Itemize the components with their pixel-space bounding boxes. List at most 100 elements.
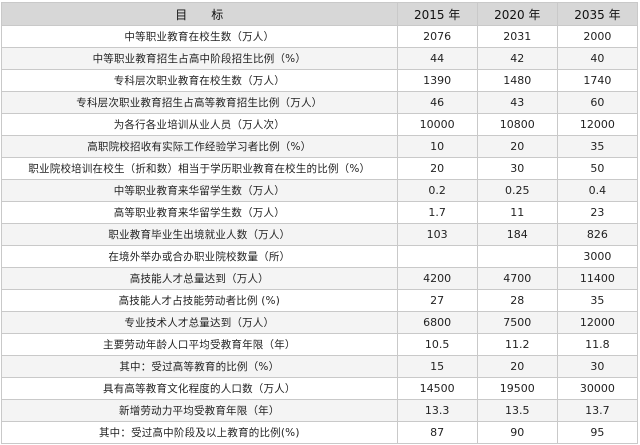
value-2015-cell: 1390 [396, 69, 478, 92]
value-2020-cell: 11.2 [476, 333, 558, 356]
value-2015-cell [396, 245, 478, 268]
table-row: 专科层次职业教育在校生数（万人） 1390 1480 1740 [1, 69, 639, 92]
value-2015-cell: 103 [396, 223, 478, 246]
target-cell: 中等职业教育来华留学生数（万人） [1, 179, 398, 202]
target-cell: 具有高等教育文化程度的人口数（万人） [1, 377, 398, 400]
value-2020-cell: 2031 [476, 25, 558, 48]
value-2015-cell: 10.5 [396, 333, 478, 356]
target-cell: 中等职业教育在校生数（万人） [1, 25, 398, 48]
target-cell: 专科层次职业教育招生占高等教育招生比例（万人） [1, 91, 398, 114]
table-row: 高技能人才总量达到（万人） 4200 4700 11400 [1, 267, 639, 290]
value-2020-cell: 42 [476, 47, 558, 70]
value-2020-cell [476, 245, 558, 268]
value-2020-cell: 28 [476, 289, 558, 312]
value-2015-cell: 6800 [396, 311, 478, 334]
value-2035-cell: 0.4 [556, 179, 639, 202]
value-2015-cell: 2076 [396, 25, 478, 48]
target-cell: 职业教育毕业生出境就业人数（万人） [1, 223, 398, 246]
value-2015-cell: 1.7 [396, 201, 478, 224]
header-target: 目 标 [1, 2, 398, 26]
value-2035-cell: 35 [556, 135, 639, 158]
value-2035-cell: 12000 [556, 113, 639, 136]
value-2015-cell: 15 [396, 355, 478, 378]
table-row: 中等职业教育在校生数（万人） 2076 2031 2000 [1, 25, 639, 48]
value-2035-cell: 50 [556, 157, 639, 180]
target-cell: 专业技术人才总量达到（万人） [1, 311, 398, 334]
table-header: 目 标 2015 年 2020 年 2035 年 [1, 2, 639, 26]
value-2020-cell: 4700 [476, 267, 558, 290]
value-2035-cell: 40 [556, 47, 639, 70]
value-2020-cell: 43 [476, 91, 558, 114]
value-2035-cell: 12000 [556, 311, 639, 334]
value-2015-cell: 46 [396, 91, 478, 114]
header-row: 目 标 2015 年 2020 年 2035 年 [1, 2, 639, 26]
value-2035-cell: 30000 [556, 377, 639, 400]
table-row: 新增劳动力平均受教育年限（年） 13.3 13.5 13.7 [1, 399, 639, 422]
value-2015-cell: 87 [396, 421, 478, 444]
value-2015-cell: 13.3 [396, 399, 478, 422]
value-2035-cell: 1740 [556, 69, 639, 92]
value-2015-cell: 10 [396, 135, 478, 158]
value-2020-cell: 90 [476, 421, 558, 444]
value-2035-cell: 2000 [556, 25, 639, 48]
table-row: 职业院校培训在校生（折和数）相当于学历职业教育在校生的比例（%） 20 30 50 [1, 157, 639, 180]
table-row: 具有高等教育文化程度的人口数（万人） 14500 19500 30000 [1, 377, 639, 400]
target-cell: 其中：受过高中阶段及以上教育的比例(%) [1, 421, 398, 444]
table-row: 中等职业教育招生占高中阶段招生比例（%） 44 42 40 [1, 47, 639, 70]
table-row: 高技能人才占技能劳动者比例 (%) 27 28 35 [1, 289, 639, 312]
value-2015-cell: 10000 [396, 113, 478, 136]
target-cell: 其中：受过高等教育的比例（%） [1, 355, 398, 378]
value-2035-cell: 11.8 [556, 333, 639, 356]
value-2035-cell: 13.7 [556, 399, 639, 422]
header-2020: 2020 年 [476, 2, 558, 26]
value-2035-cell: 35 [556, 289, 639, 312]
value-2035-cell: 30 [556, 355, 639, 378]
value-2020-cell: 20 [476, 355, 558, 378]
value-2035-cell: 3000 [556, 245, 639, 268]
target-cell: 高等职业教育来华留学生数（万人） [1, 201, 398, 224]
value-2020-cell: 20 [476, 135, 558, 158]
table-body: 中等职业教育在校生数（万人） 2076 2031 2000 中等职业教育招生占高中阶段招… [1, 25, 639, 444]
target-cell: 主要劳动年龄人口平均受教育年限（年） [1, 333, 398, 356]
target-cell: 职业院校培训在校生（折和数）相当于学历职业教育在校生的比例（%） [1, 157, 398, 180]
header-2015: 2015 年 [396, 2, 478, 26]
header-2035: 2035 年 [556, 2, 639, 26]
table-row: 高职院校招收有实际工作经验学习者比例（%） 10 20 35 [1, 135, 639, 158]
value-2020-cell: 10800 [476, 113, 558, 136]
table-row: 其中：受过高等教育的比例（%） 15 20 30 [1, 355, 639, 378]
target-cell: 高技能人才占技能劳动者比例 (%) [1, 289, 398, 312]
table-row: 主要劳动年龄人口平均受教育年限（年） 10.5 11.2 11.8 [1, 333, 639, 356]
value-2035-cell: 23 [556, 201, 639, 224]
value-2015-cell: 20 [396, 157, 478, 180]
table-row: 中等职业教育来华留学生数（万人） 0.2 0.25 0.4 [1, 179, 639, 202]
target-cell: 为各行各业培训从业人员（万人次） [1, 113, 398, 136]
table-row: 高等职业教育来华留学生数（万人） 1.7 11 23 [1, 201, 639, 224]
value-2020-cell: 0.25 [476, 179, 558, 202]
table-row: 其中：受过高中阶段及以上教育的比例(%) 87 90 95 [1, 421, 639, 444]
target-cell: 中等职业教育招生占高中阶段招生比例（%） [1, 47, 398, 70]
table-row: 在境外举办或合办职业院校数量（所） 3000 [1, 245, 639, 268]
value-2015-cell: 14500 [396, 377, 478, 400]
target-cell: 专科层次职业教育在校生数（万人） [1, 69, 398, 92]
value-2035-cell: 95 [556, 421, 639, 444]
table-row: 职业教育毕业生出境就业人数（万人） 103 184 826 [1, 223, 639, 246]
table-row: 专业技术人才总量达到（万人） 6800 7500 12000 [1, 311, 639, 334]
value-2015-cell: 0.2 [396, 179, 478, 202]
value-2035-cell: 11400 [556, 267, 639, 290]
value-2020-cell: 19500 [476, 377, 558, 400]
value-2020-cell: 184 [476, 223, 558, 246]
table-row: 为各行各业培训从业人员（万人次） 10000 10800 12000 [1, 113, 639, 136]
value-2020-cell: 7500 [476, 311, 558, 334]
value-2020-cell: 1480 [476, 69, 558, 92]
target-cell: 新增劳动力平均受教育年限（年） [1, 399, 398, 422]
table-row: 专科层次职业教育招生占高等教育招生比例（万人） 46 43 60 [1, 91, 639, 114]
value-2020-cell: 13.5 [476, 399, 558, 422]
value-2015-cell: 4200 [396, 267, 478, 290]
target-cell: 高技能人才总量达到（万人） [1, 267, 398, 290]
value-2020-cell: 11 [476, 201, 558, 224]
value-2035-cell: 826 [556, 223, 639, 246]
value-2020-cell: 30 [476, 157, 558, 180]
target-cell: 高职院校招收有实际工作经验学习者比例（%） [1, 135, 398, 158]
